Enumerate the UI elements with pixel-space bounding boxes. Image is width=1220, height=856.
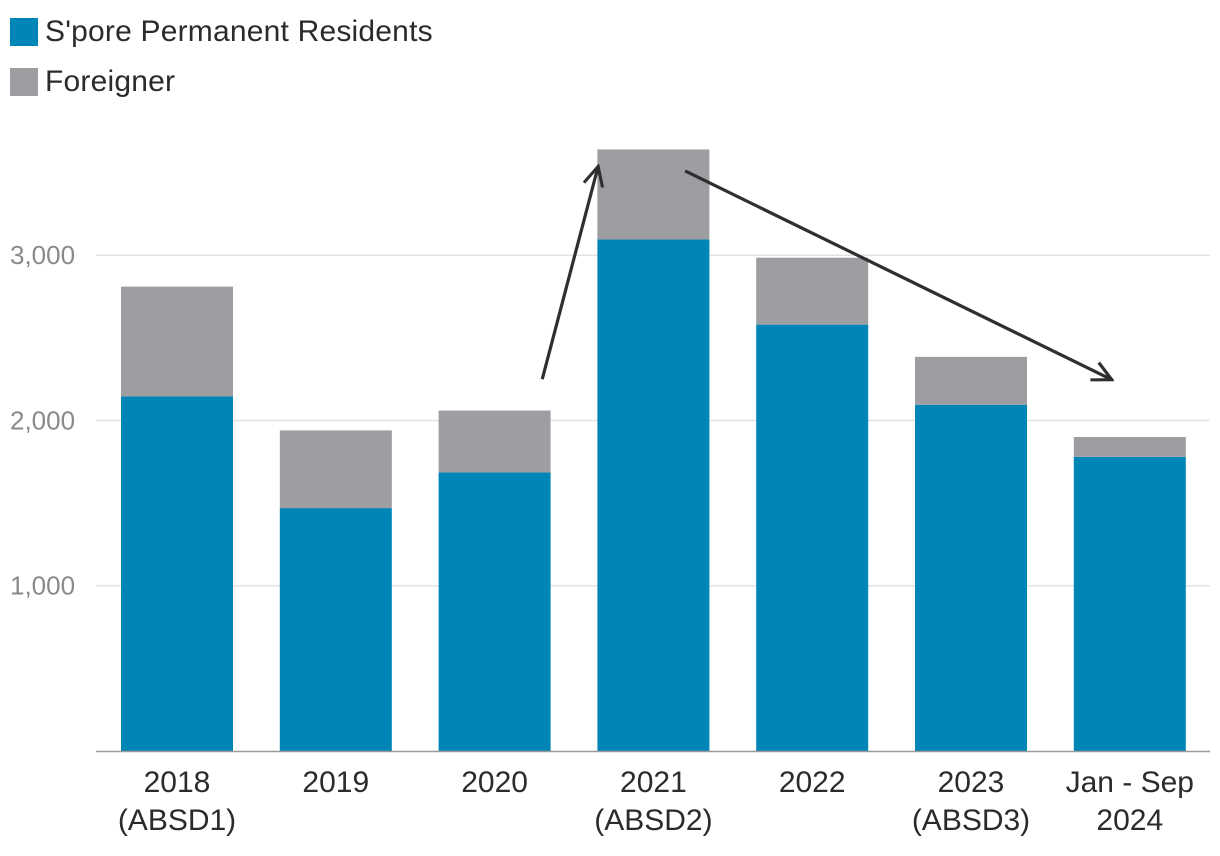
x-category-label-line: 2021	[620, 766, 687, 799]
x-category-label-line: (ABSD3)	[912, 804, 1030, 837]
bar-foreigner-2	[438, 410, 551, 473]
bar-pr-0	[121, 396, 233, 751]
x-category-label-line: 2024	[1096, 804, 1163, 837]
arrow-decline	[684, 169, 1111, 379]
bars	[121, 149, 1186, 751]
x-category-label-line: 2018	[144, 766, 211, 799]
x-category-label-line: (ABSD2)	[594, 804, 712, 837]
bar-foreigner-4	[756, 257, 869, 325]
legend-swatch-pr	[10, 18, 38, 46]
bar-pr-6	[1073, 456, 1186, 751]
bar-foreigner-1	[279, 430, 392, 509]
x-category-label: 2019	[302, 766, 369, 799]
bar-foreigner-0	[121, 286, 233, 397]
y-tick-label: 1,000	[10, 571, 75, 601]
x-category-label-line: 2023	[938, 766, 1005, 799]
chart-legend: S'pore Permanent Residents Foreigner	[10, 12, 433, 112]
bar-pr-1	[279, 508, 392, 751]
x-category-label-line: Jan - Sep	[1066, 766, 1194, 799]
x-category-label-line: 2020	[461, 766, 528, 799]
arrow-rise	[540, 168, 598, 380]
bar-pr-5	[915, 404, 1027, 751]
x-category-label: 2023 (ABSD3)	[912, 766, 1030, 837]
legend-label-foreigner: Foreigner	[45, 65, 176, 98]
legend-swatch-foreigner	[10, 68, 38, 96]
y-tick-label: 3,000	[10, 240, 75, 270]
bar-foreigner-3	[597, 149, 710, 240]
x-category-label-line: 2019	[302, 766, 369, 799]
x-category-label: 2018 (ABSD1)	[118, 766, 236, 837]
x-category-label: 2021 (ABSD2)	[594, 766, 712, 837]
x-category-label-line: 2022	[779, 766, 846, 799]
annotations	[540, 168, 1111, 380]
bar-pr-4	[756, 324, 869, 751]
legend-label-pr: S'pore Permanent Residents	[45, 15, 433, 48]
bar-foreigner-6	[1073, 437, 1186, 457]
legend-item-foreigner: Foreigner	[10, 62, 433, 102]
bar-pr-3	[597, 239, 710, 751]
x-category-label: 2020	[461, 766, 528, 799]
legend-item-pr: S'pore Permanent Residents	[10, 12, 433, 52]
axis-labels: 1,000 2,000 3,000 2018 (ABSD1) 2019 2020 2021 (A…	[10, 240, 1194, 837]
x-category-label: Jan - Sep 2024	[1066, 766, 1194, 837]
x-category-label-line: (ABSD1)	[118, 804, 236, 837]
bar-pr-2	[438, 472, 551, 751]
bar-foreigner-5	[915, 356, 1027, 405]
x-category-label: 2022	[779, 766, 846, 799]
y-tick-label: 2,000	[10, 405, 75, 435]
